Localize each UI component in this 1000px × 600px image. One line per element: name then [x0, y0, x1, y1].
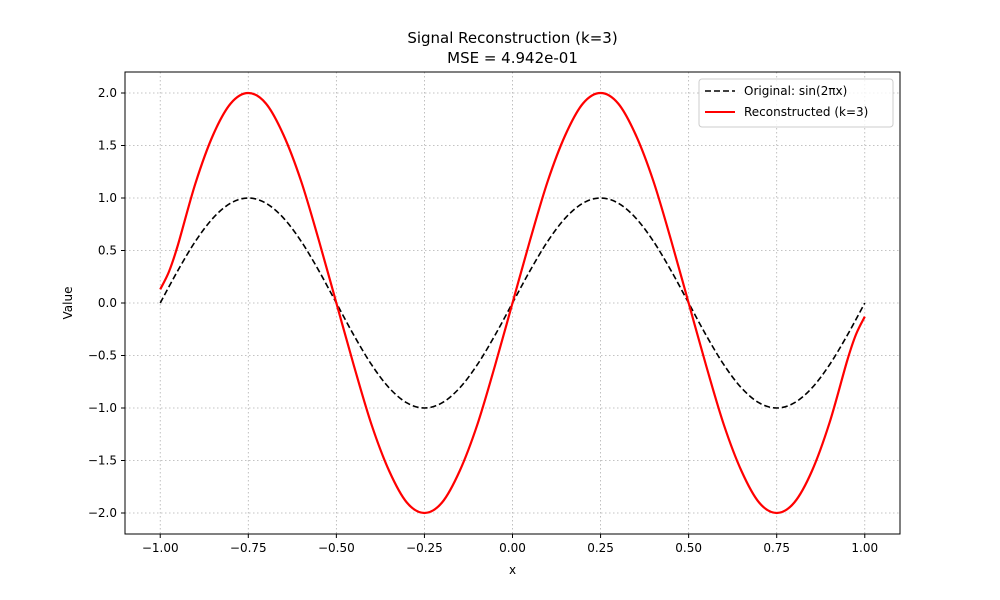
chart-subtitle: MSE = 4.942e-01: [447, 49, 578, 67]
y-tick-label: −0.5: [88, 349, 117, 363]
y-tick-label: 1.0: [98, 191, 117, 205]
series-lines: [159, 91, 866, 515]
y-tick-label: 2.0: [98, 86, 117, 100]
y-tick-label: −1.5: [88, 454, 117, 468]
y-tick-label: −1.0: [88, 401, 117, 415]
x-tick-label: −0.50: [318, 541, 355, 555]
axis-ticks: −1.00 −0.75 −0.50 −0.25 0.00 0.25 0.50 0.75 1.00…: [88, 86, 878, 555]
legend-box: [698, 78, 894, 128]
y-axis-label: Value: [61, 287, 75, 320]
chart-title: Signal Reconstruction (k=3): [407, 29, 617, 47]
x-tick-label: 1.00: [851, 541, 878, 555]
x-tick-label: 0.00: [499, 541, 526, 555]
x-tick-label: −0.75: [230, 541, 267, 555]
y-tick-label: 0.5: [98, 244, 117, 258]
y-tick-label: −2.0: [88, 506, 117, 520]
legend-label-original: Original: sin(2πx): [744, 84, 847, 98]
y-tick-label: 1.5: [98, 139, 117, 153]
x-axis-label: x: [509, 563, 516, 577]
legend: Original: sin(2πx) Reconstructed (k=3): [698, 78, 894, 128]
series-line-reconstructed: [159, 91, 866, 515]
x-tick-label: −1.00: [142, 541, 179, 555]
x-tick-label: 0.50: [675, 541, 702, 555]
x-tick-label: 0.25: [587, 541, 614, 555]
x-tick-label: −0.25: [406, 541, 443, 555]
x-tick-label: 0.75: [763, 541, 790, 555]
y-tick-label: 0.0: [98, 296, 117, 310]
legend-label-reconstructed: Reconstructed (k=3): [744, 105, 868, 119]
